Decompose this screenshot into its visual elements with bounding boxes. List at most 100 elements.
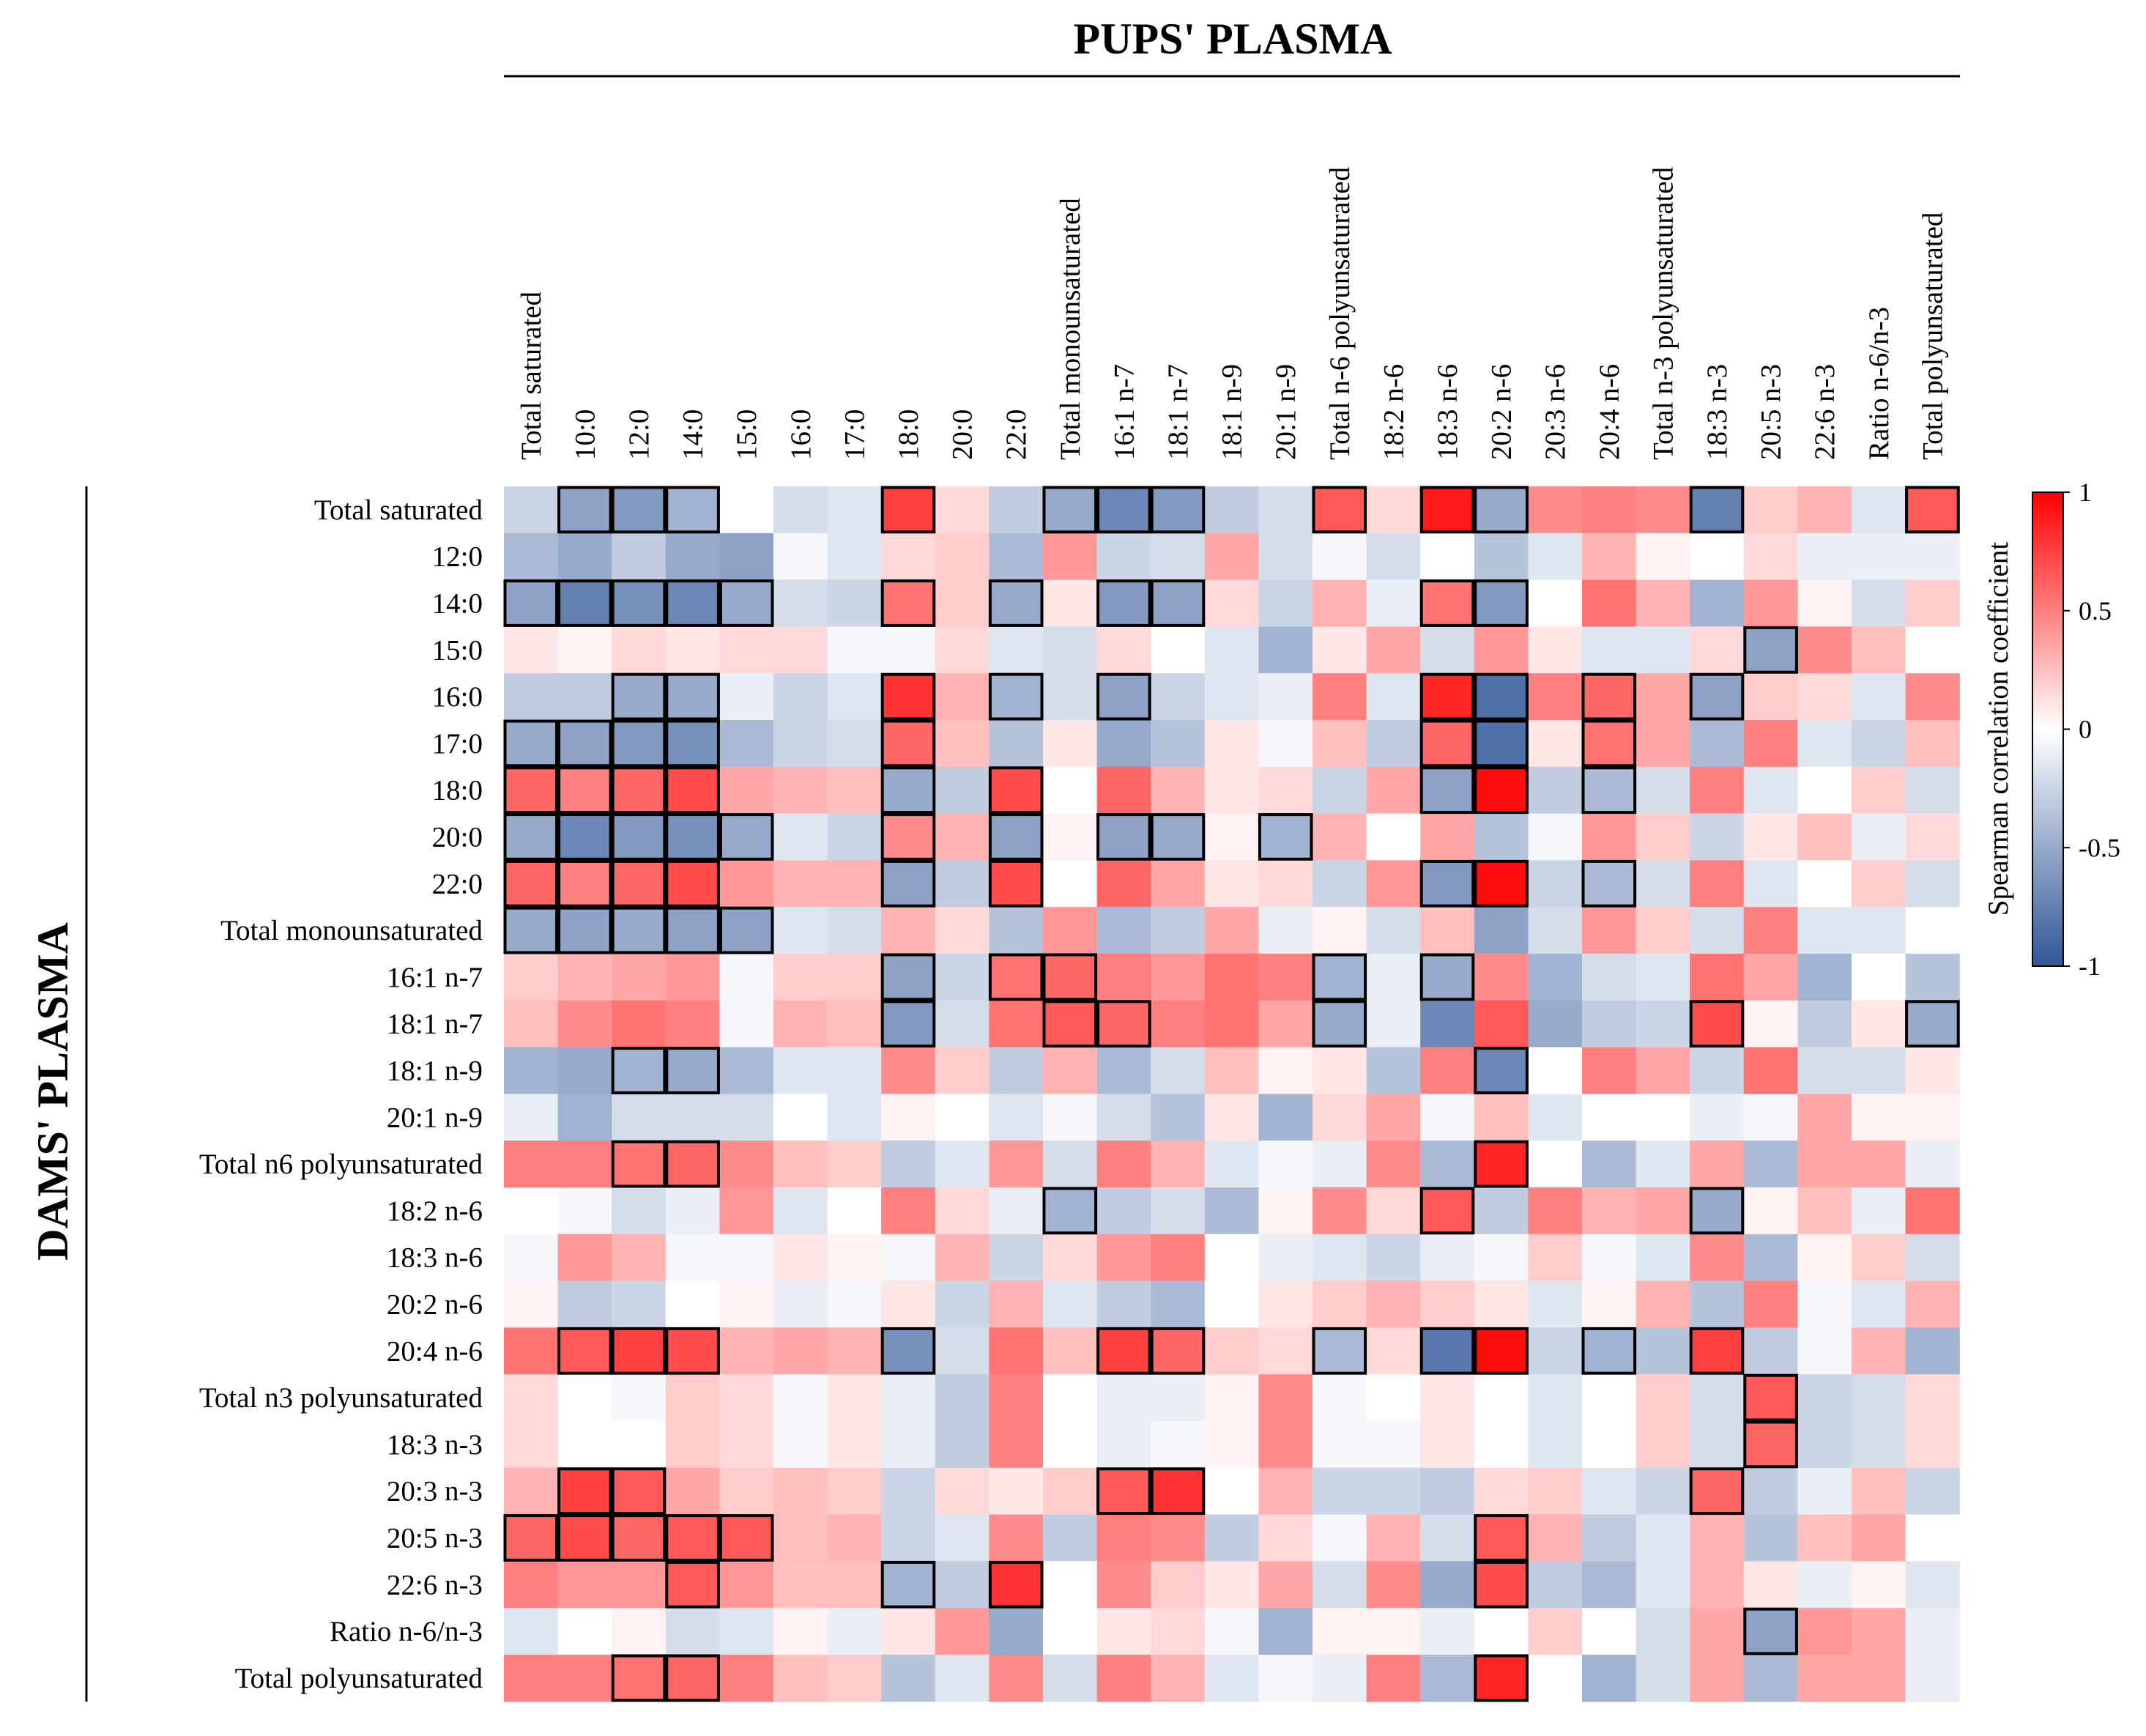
heatmap-cell: [881, 1187, 936, 1235]
heatmap-cell: [1204, 1514, 1259, 1562]
heatmap-cell: [1852, 1374, 1906, 1422]
heatmap-cell: [557, 1094, 612, 1141]
heatmap-cell: [1420, 720, 1475, 768]
heatmap-cell: [1905, 813, 1960, 861]
heatmap-cell: [1528, 1327, 1583, 1375]
heatmap-cell: [1582, 720, 1637, 768]
heatmap-cell: [1905, 1374, 1960, 1422]
heatmap-cell: [1743, 813, 1798, 861]
heatmap-cell: [1096, 907, 1151, 954]
significance-box: [665, 859, 720, 908]
heatmap-cell: [1366, 1234, 1421, 1282]
heatmap-cell: [1690, 1608, 1745, 1655]
heatmap-cell: [504, 907, 559, 954]
significance-box: [665, 1514, 720, 1562]
heatmap-cell: [1474, 533, 1529, 581]
heatmap-cell: [504, 1234, 559, 1282]
significance-box: [1581, 1327, 1637, 1375]
heatmap-cell: [1204, 860, 1259, 908]
heatmap-cell: [1474, 1327, 1529, 1375]
heatmap-cell: [1258, 1608, 1313, 1655]
colorbar-tick-label: -0.5: [2079, 833, 2120, 862]
heatmap-cell: [1743, 1187, 1798, 1235]
heatmap-cell: [1366, 1655, 1421, 1702]
significance-box: [1689, 486, 1745, 534]
heatmap-cell: [1528, 1280, 1583, 1328]
heatmap-cell: [1797, 1000, 1852, 1048]
significance-box: [611, 579, 667, 627]
heatmap-cell: [1636, 720, 1690, 768]
row-label: 18:3 n-3: [387, 1429, 483, 1461]
column-label: 20:5 n-3: [1756, 364, 1787, 460]
heatmap-cell: [1905, 486, 1960, 534]
heatmap-cell: [989, 579, 1044, 627]
heatmap-cell: [1420, 579, 1475, 627]
row-label: 18:1 n-9: [387, 1056, 483, 1087]
row-label: Total monounsaturated: [220, 915, 483, 946]
heatmap-cell: [719, 1608, 774, 1655]
heatmap-cell: [1528, 673, 1583, 721]
heatmap-cell: [612, 1608, 667, 1655]
heatmap-cell: [1151, 533, 1206, 581]
heatmap-cell: [1313, 1374, 1367, 1422]
heatmap-cell: [557, 1327, 612, 1375]
heatmap-cell: [1743, 533, 1798, 581]
row-label: 16:0: [432, 681, 483, 713]
heatmap-cell: [935, 954, 990, 1001]
heatmap-cell: [1474, 1514, 1529, 1562]
heatmap-cell: [1797, 1280, 1852, 1328]
heatmap-cell: [1690, 1234, 1745, 1282]
heatmap-cell: [1096, 1187, 1151, 1235]
significance-box: [988, 766, 1044, 815]
heatmap-cell: [1797, 579, 1852, 627]
heatmap-cell: [1366, 954, 1421, 1001]
heatmap-cell: [1151, 1000, 1206, 1048]
heatmap-cell: [827, 1047, 882, 1094]
heatmap-cell: [1852, 860, 1906, 908]
heatmap-cell: [881, 1000, 936, 1048]
significance-box: [1689, 1327, 1745, 1375]
row-label: 22:6 n-3: [387, 1569, 483, 1600]
heatmap-cell: [1743, 1655, 1798, 1702]
heatmap-cell: [1743, 486, 1798, 534]
heatmap-cell: [1636, 533, 1690, 581]
heatmap-cell: [1743, 1327, 1798, 1375]
heatmap-cell: [1474, 1421, 1529, 1469]
heatmap-cell: [1474, 1608, 1529, 1655]
significance-box: [665, 813, 720, 861]
heatmap-cell: [1582, 533, 1637, 581]
heatmap-cell: [1852, 766, 1906, 815]
heatmap-cell: [1151, 1561, 1206, 1609]
column-label: 18:0: [893, 409, 924, 460]
heatmap-cell: [827, 1094, 882, 1141]
heatmap-cell: [1151, 1234, 1206, 1282]
heatmap-cell: [557, 766, 612, 815]
heatmap-cell: [773, 1094, 828, 1141]
significance-box: [1150, 579, 1206, 627]
heatmap-cell: [1852, 1561, 1906, 1609]
heatmap-cell: [1582, 1421, 1637, 1469]
heatmap-cell: [719, 1467, 774, 1516]
heatmap-cell: [612, 1000, 667, 1048]
heatmap-cell: [1797, 1234, 1852, 1282]
heatmap-cell: [1420, 954, 1475, 1001]
significance-box: [665, 486, 720, 534]
heatmap-cell: [1204, 579, 1259, 627]
column-label: 14:0: [677, 409, 709, 460]
heatmap-cell: [935, 1374, 990, 1422]
significance-box: [1312, 486, 1367, 534]
heatmap-cell: [1366, 1187, 1421, 1235]
significance-box: [1419, 486, 1475, 534]
heatmap-cell: [1258, 1655, 1313, 1702]
column-axis-title: PUPS' PLASMA: [1074, 15, 1392, 63]
heatmap-cell: [1905, 1514, 1960, 1562]
significance-box: [557, 1327, 612, 1375]
significance-box: [1474, 859, 1529, 908]
heatmap-cell: [827, 1234, 882, 1282]
heatmap-cell: [773, 720, 828, 768]
heatmap-cell: [935, 766, 990, 815]
heatmap-cell: [1204, 673, 1259, 721]
heatmap-cell: [1096, 1467, 1151, 1516]
heatmap-cell: [1690, 1421, 1745, 1469]
heatmap-cell: [1905, 766, 1960, 815]
